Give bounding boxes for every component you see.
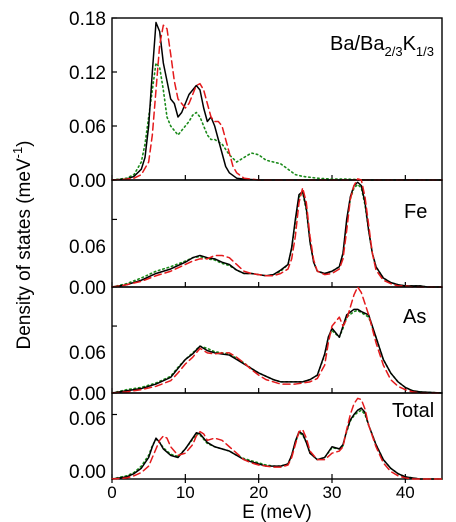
y-axis-label-sup: -1 — [10, 147, 25, 159]
panel-1-ytick-0: 0.00 — [69, 171, 106, 192]
panel-3-label: As — [403, 306, 426, 328]
panel-1: 0.00 0.06 0.12 0.18 Ba/Ba2/3K1/3 — [69, 9, 443, 192]
x-axis-label: E (meV) — [242, 502, 312, 522]
panel-4-plot — [111, 397, 443, 480]
panel-1-label-main: Ba/Ba — [330, 33, 385, 55]
x-tick-label-20: 20 — [249, 483, 268, 502]
panel-2-series-black-solid — [111, 181, 443, 288]
panel-4-series-red-dashed — [111, 397, 443, 480]
x-tick-label-10: 10 — [176, 483, 195, 502]
panel-2: 0.00 0.06 Fe — [69, 178, 443, 299]
panel-3-ytick-1: 0.06 — [69, 343, 106, 364]
panel-2-plot — [111, 178, 443, 288]
panel-3-series-red-dashed — [111, 286, 443, 394]
y-axis-label-main: Density of states (meV — [14, 158, 35, 349]
x-tick-label-0: 0 — [107, 483, 116, 502]
y-axis-label: Density of states (meV-1) — [10, 140, 35, 349]
panel-1-label-sub1: 2/3 — [384, 44, 402, 59]
panel-3: 0.00 0.06 As — [69, 286, 443, 405]
panel-3-series-black-solid — [111, 308, 443, 394]
panel-2-label: Fe — [404, 201, 427, 223]
panel-4-ytick-0: 0.00 — [69, 462, 106, 483]
y-axis-label-close: ) — [14, 140, 35, 146]
x-tick-label-40: 40 — [396, 483, 415, 502]
panel-1-plot — [111, 17, 443, 181]
panel-3-plot — [111, 286, 443, 394]
panel-1-label-sub2: 1/3 — [416, 44, 434, 59]
panel-1-ytick-1: 0.06 — [69, 117, 106, 138]
panel-1-ytick-2: 0.12 — [69, 63, 106, 84]
panel-1-series-red-dashed — [111, 24, 443, 181]
panel-1-ytick-3: 0.18 — [69, 9, 106, 30]
panel-1-label-mid: K — [403, 33, 417, 55]
panel-3-frame — [111, 286, 443, 394]
panel-1-series-green-dotted — [111, 62, 443, 181]
panel-2-ytick-0: 0.00 — [69, 278, 106, 299]
x-tick-label-30: 30 — [323, 483, 342, 502]
panel-3-ytick-0: 0.00 — [69, 384, 106, 405]
panel-4-label: Total — [392, 400, 434, 422]
panel-4-ytick-1: 0.06 — [69, 409, 106, 430]
x-ticks — [111, 479, 406, 483]
panel-2-frame — [111, 179, 443, 288]
panel-2-series-red-dashed — [111, 178, 443, 288]
panel-1-label: Ba/Ba2/3K1/3 — [330, 33, 434, 59]
panel-4: 0.00 0.06 Total — [69, 392, 443, 483]
x-axis: 0 10 20 30 40 E (meV) — [107, 479, 415, 522]
panel-2-ytick-1: 0.06 — [69, 237, 106, 258]
